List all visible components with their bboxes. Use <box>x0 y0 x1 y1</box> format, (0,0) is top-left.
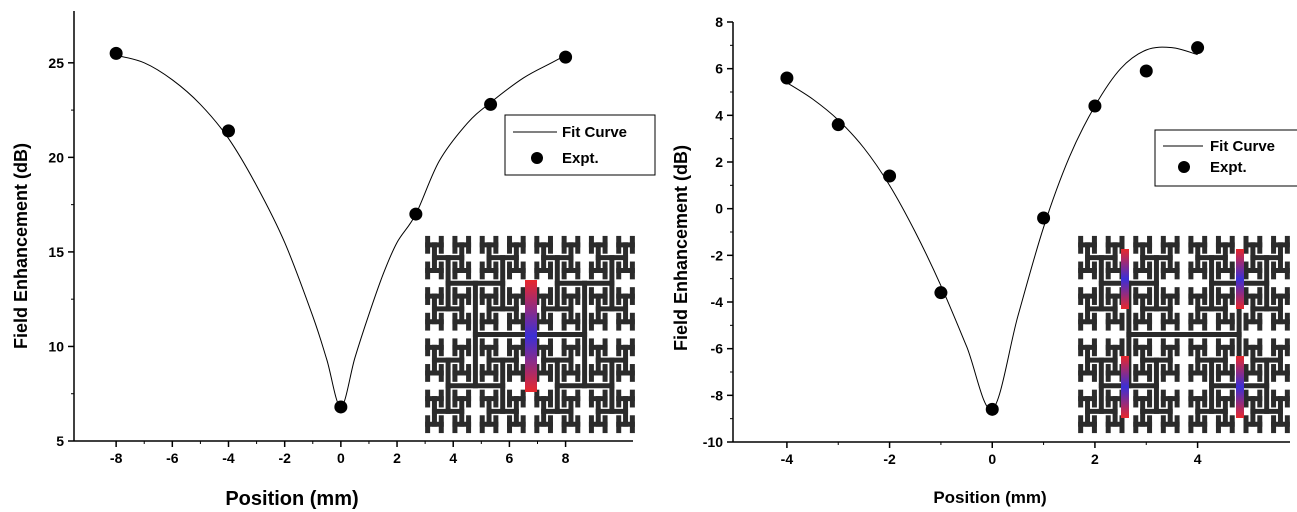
right-expt-points <box>780 41 1205 416</box>
right-axes: -4 -2 0 2 4 -10 -8 -6 -4 -2 0 2 4 6 8 <box>703 14 1290 467</box>
x-tick-label: 4 <box>449 450 457 466</box>
expt-point <box>831 118 845 132</box>
y-tick-label: -8 <box>711 387 724 403</box>
legend-fit-curve-label: Fit Curve <box>1210 138 1275 155</box>
y-tick-label: 20 <box>48 149 64 165</box>
legend-box <box>504 114 656 176</box>
probe-gradient-bar <box>1236 249 1244 309</box>
probe-gradient-bar <box>525 280 537 392</box>
x-tick-label: -4 <box>222 450 235 466</box>
expt-point <box>1139 64 1153 78</box>
y-tick-label: 8 <box>715 14 723 30</box>
probe-gradient-bar <box>1121 356 1129 418</box>
y-tick-label: -4 <box>711 294 724 310</box>
y-tick-label: 6 <box>715 61 723 77</box>
y-tick-label: -2 <box>711 247 724 263</box>
y-tick-label: 4 <box>715 107 723 123</box>
x-tick-label: -8 <box>110 450 123 466</box>
right-fractal-inset <box>1078 232 1290 437</box>
fit-curve-line <box>116 54 566 408</box>
x-tick-label: 8 <box>562 450 570 466</box>
y-tick-label: -10 <box>703 434 723 450</box>
legend-marker-swatch <box>531 152 543 164</box>
x-tick-label: 4 <box>1194 451 1202 467</box>
legend-box <box>1154 129 1297 187</box>
right-x-axis-title: Position (mm) <box>933 488 1046 507</box>
right-y-axis-title: Field Enhancement (dB) <box>671 145 691 351</box>
right-legend: Fit Curve Expt. <box>1154 129 1297 187</box>
y-tick-label: 0 <box>715 201 723 217</box>
left-expt-points <box>109 46 573 414</box>
probe-gradient-bar <box>1236 356 1244 418</box>
left-x-axis-title: Position (mm) <box>225 488 358 510</box>
x-tick-label: 0 <box>988 451 996 467</box>
expt-point <box>221 124 235 138</box>
expt-point <box>934 286 948 300</box>
y-tick-label: 2 <box>715 154 723 170</box>
left-fit-curve <box>116 54 566 408</box>
x-tick-label: -4 <box>781 451 794 467</box>
x-tick-label: 6 <box>506 450 514 466</box>
y-tick-label: -6 <box>711 341 724 357</box>
x-tick-label: 2 <box>1091 451 1099 467</box>
left-legend: Fit Curve Expt. <box>504 114 656 176</box>
left-plot: -8 -6 -4 -2 0 2 4 6 8 5 10 15 20 25 Fit Curve Expt. P… <box>11 11 656 510</box>
expt-point <box>1088 99 1102 113</box>
expt-point <box>409 207 423 221</box>
x-tick-label: -2 <box>278 450 291 466</box>
x-tick-label: -2 <box>883 451 896 467</box>
expt-point <box>883 169 897 183</box>
y-tick-label: 15 <box>48 244 64 260</box>
x-tick-label: 2 <box>393 450 401 466</box>
y-tick-label: 25 <box>48 55 64 71</box>
expt-point <box>559 50 573 64</box>
legend-fit-curve-label: Fit Curve <box>562 124 627 141</box>
expt-point <box>985 402 999 416</box>
x-tick-label: -6 <box>166 450 179 466</box>
expt-point <box>1037 211 1051 225</box>
left-fractal-inset <box>425 232 635 437</box>
x-tick-label: 0 <box>337 450 345 466</box>
legend-expt-label: Expt. <box>562 150 599 167</box>
expt-point <box>334 400 348 414</box>
legend-marker-swatch <box>1178 161 1190 173</box>
expt-point <box>780 71 794 85</box>
left-axes: -8 -6 -4 -2 0 2 4 6 8 5 10 15 20 25 <box>48 11 633 466</box>
left-y-axis-title: Field Enhancement (dB) <box>11 143 31 349</box>
expt-point <box>484 97 498 111</box>
probe-gradient-bar <box>1121 249 1129 309</box>
expt-point <box>1191 41 1205 55</box>
expt-point <box>109 46 123 60</box>
y-tick-label: 10 <box>48 338 64 354</box>
y-tick-label: 5 <box>56 433 64 449</box>
legend-expt-label: Expt. <box>1210 159 1247 176</box>
